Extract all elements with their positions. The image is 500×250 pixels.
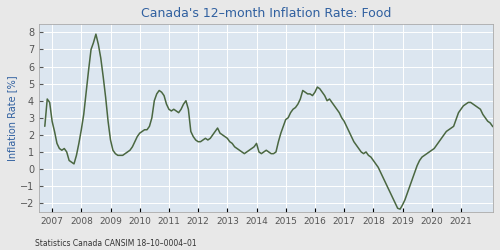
- Y-axis label: Inflation Rate [%]: Inflation Rate [%]: [7, 75, 17, 160]
- Title: Canada's 12–month Inflation Rate: Food: Canada's 12–month Inflation Rate: Food: [141, 7, 391, 20]
- Text: Statistics Canada CANSIM 18–10–0004–01: Statistics Canada CANSIM 18–10–0004–01: [35, 238, 196, 248]
